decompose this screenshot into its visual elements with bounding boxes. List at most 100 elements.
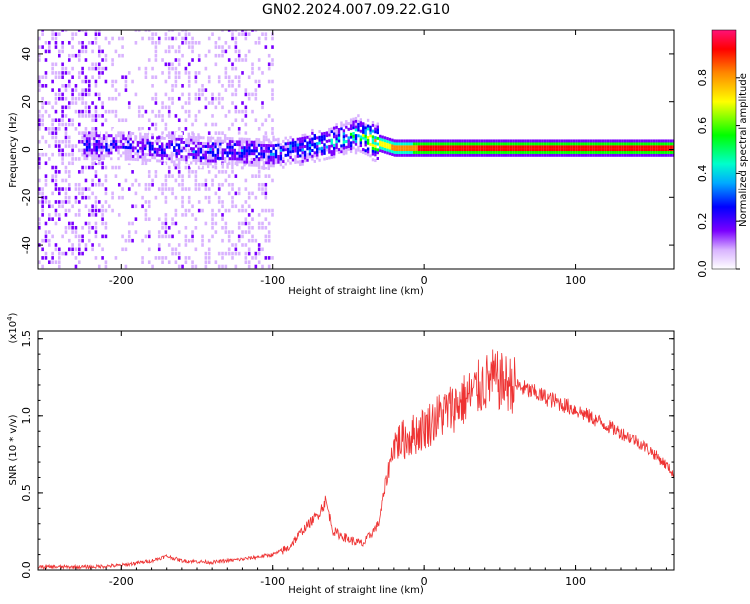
spectrogram-cell (340, 147, 343, 151)
spectrogram-cell (177, 264, 181, 269)
spectrogram-cell (234, 40, 238, 45)
spectrogram-cell (214, 105, 218, 110)
spectrogram-cell (194, 138, 198, 142)
spectrogram-cell (194, 40, 198, 45)
spectrogram-cell (61, 114, 64, 118)
spectrogram-cell (77, 213, 81, 217)
spectrogram-cell (167, 131, 171, 135)
spectrogram-cell (647, 148, 651, 152)
spectrogram-cell (184, 213, 188, 217)
spectrogram-cell (167, 187, 171, 191)
spectrogram-cell (233, 157, 237, 161)
spectrogram-cell (197, 138, 200, 142)
spectrogram-cell (77, 170, 81, 174)
spectrogram-cell (224, 109, 228, 114)
spectrogram-cell (191, 170, 194, 174)
spectrogram-cell (187, 170, 191, 174)
spectrogram-cell (241, 30, 244, 32)
spectrogram-cell (478, 139, 481, 143)
spectrogram-cell (463, 139, 467, 143)
spectrogram-cell (650, 153, 653, 157)
spectrogram-cell (41, 152, 44, 157)
spectrogram-cell (87, 66, 91, 71)
spectrogram-cell (320, 140, 324, 144)
spectrogram-cell (509, 142, 513, 146)
spectrogram-cell (227, 238, 231, 243)
spectrogram-cell (101, 204, 104, 209)
spectrogram-cell (187, 174, 191, 178)
spectrogram-cell (660, 150, 663, 154)
spectrogram-cell (204, 162, 207, 166)
spectrogram-cell (330, 150, 333, 154)
spectrogram-cell (181, 174, 184, 178)
spectrogram-cell (376, 122, 379, 126)
spectrogram-cell (254, 264, 258, 269)
spectrogram-cell (427, 145, 430, 149)
spectrogram-cell (237, 32, 241, 36)
spectrogram-cell (74, 53, 78, 58)
spectrogram-cell (100, 142, 103, 146)
spectrogram-cell (54, 200, 58, 204)
spectrogram-cell (167, 71, 171, 75)
spectrogram-cell (217, 101, 221, 105)
spectrogram-cell (148, 133, 152, 137)
spectrogram-cell (354, 142, 358, 146)
spectrogram-cell (154, 96, 158, 101)
spectrogram-cell (71, 230, 74, 234)
spectrogram-cell (61, 40, 64, 45)
spectrogram-cell (502, 153, 505, 157)
spectrogram-cell (206, 156, 210, 160)
spectrogram-cell (475, 139, 479, 143)
spectrogram-cell (67, 260, 71, 264)
spectrogram-cell (44, 75, 48, 80)
spectrogram-cell (223, 151, 227, 155)
spectrogram-cell (101, 114, 104, 118)
spectrogram-cell (255, 158, 258, 162)
spectrogram-cell (228, 139, 232, 143)
spectrogram-cell (91, 161, 94, 166)
spectrogram-cell (274, 135, 278, 139)
spectrogram-cell (112, 134, 115, 138)
spectrogram-cell (199, 159, 203, 163)
spectrogram-cell (147, 230, 151, 234)
spectrogram-cell (301, 145, 304, 149)
spectrogram-cell (211, 225, 214, 230)
spectrogram-cell (354, 148, 358, 152)
spectrogram-cell (606, 145, 610, 149)
spectrogram-cell (154, 131, 158, 135)
spectrogram-cell (104, 58, 108, 62)
spectrogram-cell (81, 122, 84, 127)
spectrogram-cell (645, 148, 648, 152)
spectrogram-cell (101, 101, 104, 105)
spectrogram-cell (101, 208, 104, 213)
spectrogram-cell (71, 256, 74, 260)
spectrogram-cell (91, 178, 94, 183)
spectrogram-cell (61, 152, 64, 157)
spectrogram-cell (161, 191, 164, 196)
spectrogram-cell (254, 84, 258, 88)
spectrogram-cell (224, 191, 228, 196)
spectrogram-cell (364, 129, 367, 133)
spectrogram-cell (277, 140, 280, 144)
spectrogram-cell (206, 150, 210, 154)
spectrogram-cell (57, 170, 61, 174)
spectrogram-cell (247, 75, 251, 80)
spectrogram-cell (400, 153, 404, 157)
spectrogram-cell (154, 75, 158, 80)
spectrogram-cell (51, 182, 54, 187)
spectrogram-cell (647, 150, 651, 154)
spectrogram-cell (87, 40, 91, 45)
spectrogram-cell (74, 101, 78, 105)
spectrogram-cell (240, 160, 244, 164)
spectrogram-cell (395, 148, 399, 152)
spectrogram-cell (332, 132, 336, 136)
spectrogram-cell (184, 127, 188, 131)
spectrogram-cell (318, 135, 321, 139)
spectrogram-cell (77, 139, 81, 144)
spectrogram-cell (650, 150, 653, 154)
spectrogram-cell (61, 30, 64, 32)
spectrogram-cell (483, 153, 486, 157)
spectrogram-cell (417, 142, 421, 146)
spectrogram-cell (117, 230, 121, 234)
spectrogram-cell (405, 139, 409, 143)
